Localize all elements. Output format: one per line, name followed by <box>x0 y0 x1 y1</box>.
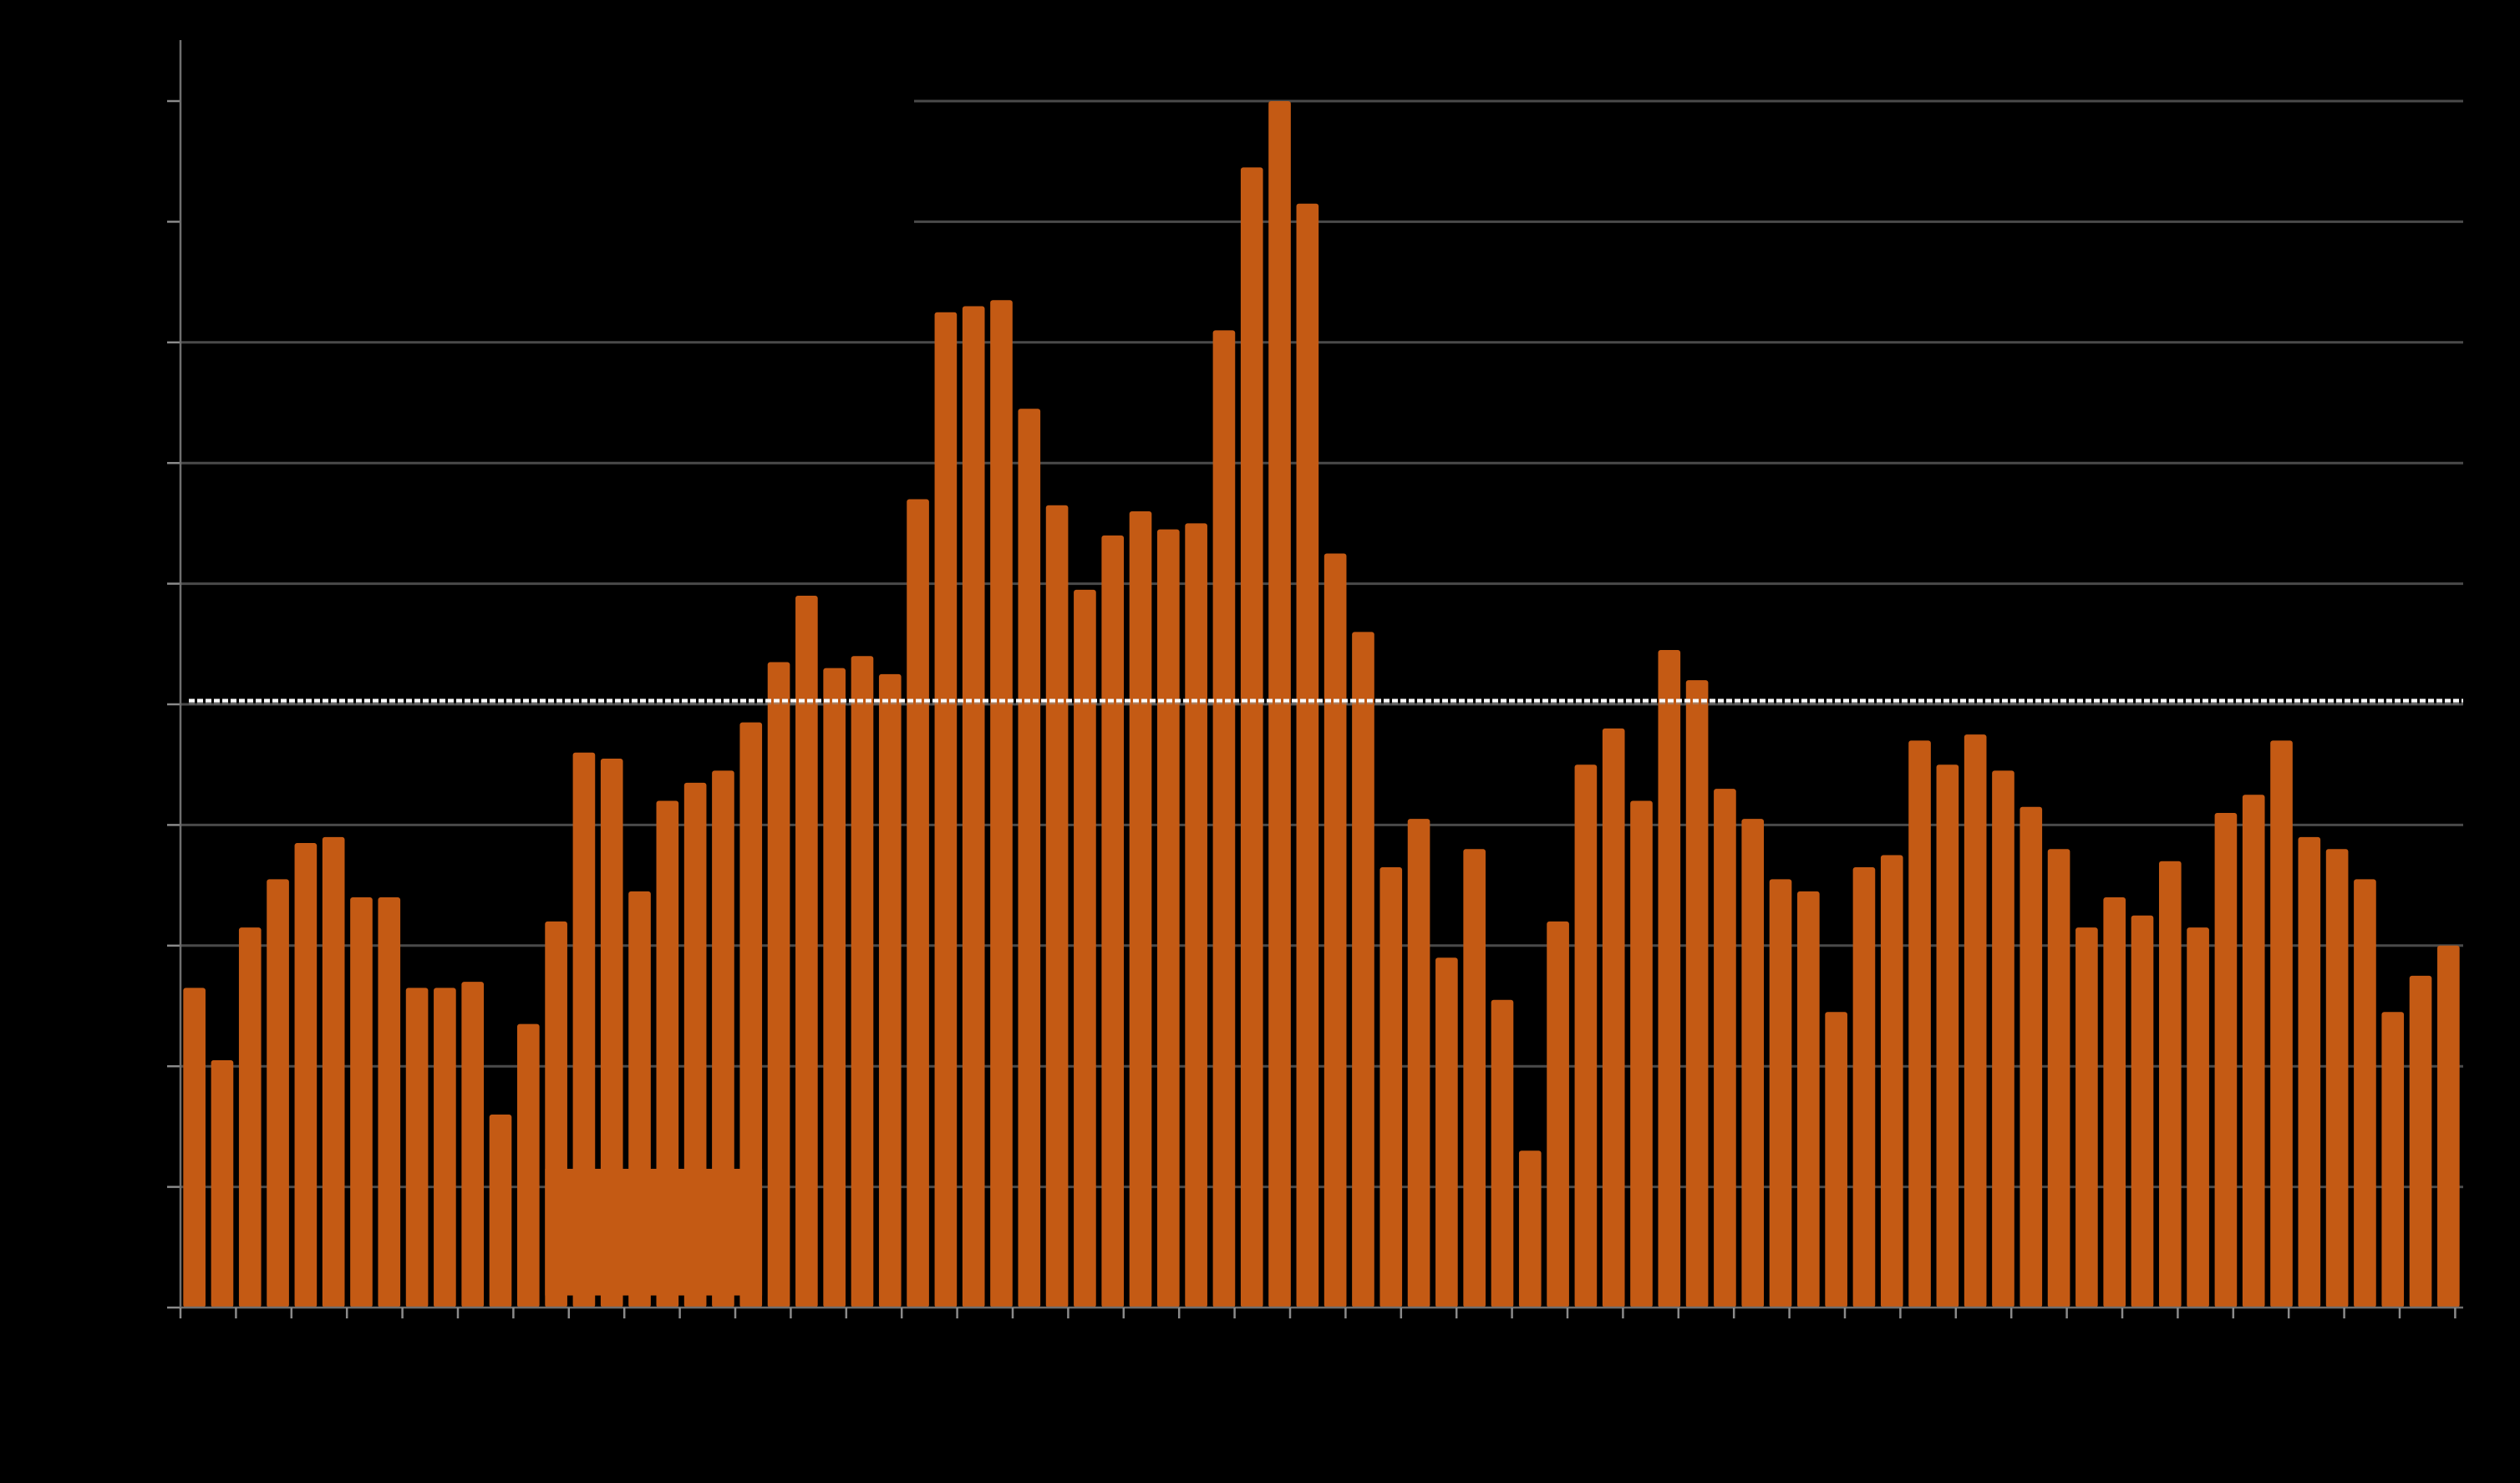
bar <box>183 988 206 1308</box>
bar <box>1074 589 1096 1308</box>
bar <box>1157 529 1180 1308</box>
bar <box>1852 866 1876 1308</box>
bar <box>1825 1012 1847 1308</box>
bar <box>1908 740 1931 1308</box>
bar <box>2103 897 2126 1308</box>
bar <box>1574 764 1598 1308</box>
bar <box>1936 764 1959 1308</box>
bar <box>934 312 958 1308</box>
bar <box>1880 855 1903 1308</box>
bar <box>2270 740 2293 1308</box>
bar <box>350 897 373 1308</box>
bar-layer <box>183 101 2460 1308</box>
bar <box>211 1059 234 1308</box>
bar <box>489 1114 512 1308</box>
bar <box>962 306 985 1308</box>
bar <box>2354 879 2376 1308</box>
bar <box>1463 849 1486 1308</box>
bar <box>434 988 456 1308</box>
bar <box>516 1023 540 1308</box>
bar <box>1992 770 2014 1308</box>
bar <box>322 836 345 1308</box>
bar <box>2020 806 2043 1308</box>
bar <box>461 982 485 1308</box>
bar <box>1129 510 1152 1308</box>
bar <box>267 879 289 1308</box>
bar <box>2158 861 2182 1308</box>
axis-layer <box>167 40 2463 1318</box>
highlight-layer <box>545 1168 763 1296</box>
bar <box>1797 891 1820 1308</box>
bar <box>2298 836 2321 1308</box>
bar <box>1630 800 1653 1308</box>
bar <box>378 897 401 1308</box>
bar <box>1769 879 1792 1308</box>
bar <box>990 300 1013 1308</box>
bar <box>1435 957 1458 1308</box>
bar <box>795 596 818 1308</box>
bar <box>2381 1012 2405 1308</box>
bar <box>1547 921 1569 1308</box>
bar <box>2409 975 2432 1308</box>
bar <box>1296 203 1319 1308</box>
bar <box>1741 819 1765 1308</box>
bar <box>1240 167 1263 1308</box>
bar <box>1101 535 1125 1308</box>
bar <box>1045 505 1069 1308</box>
bar <box>1964 734 1987 1308</box>
bar <box>767 662 790 1308</box>
bar <box>907 499 929 1308</box>
bar <box>878 673 902 1308</box>
bar <box>851 656 874 1308</box>
bar <box>2075 927 2098 1308</box>
bar <box>2242 795 2265 1308</box>
highlight-block <box>545 1168 763 1296</box>
bar <box>1379 866 1403 1308</box>
bar <box>1407 819 1430 1308</box>
bar <box>1602 728 1625 1308</box>
bar <box>2187 927 2209 1308</box>
bar <box>1491 999 1514 1308</box>
bar <box>1685 680 1709 1308</box>
bar <box>1658 650 1681 1308</box>
bar <box>2325 849 2349 1308</box>
reference-line-layer <box>189 698 2463 705</box>
bar <box>405 988 429 1308</box>
bar <box>1212 330 1236 1308</box>
bar <box>1352 632 1374 1308</box>
bar <box>1518 1150 1542 1308</box>
bar <box>2047 849 2070 1308</box>
bar <box>1324 553 1347 1308</box>
bar <box>1018 409 1041 1308</box>
bar <box>1714 789 1736 1308</box>
bar <box>238 927 262 1308</box>
bar <box>1185 523 1207 1308</box>
bar <box>739 722 763 1308</box>
bar <box>2214 812 2238 1308</box>
bar <box>2131 915 2154 1308</box>
bar <box>294 843 318 1308</box>
bar <box>823 668 846 1308</box>
bar <box>2437 945 2460 1308</box>
